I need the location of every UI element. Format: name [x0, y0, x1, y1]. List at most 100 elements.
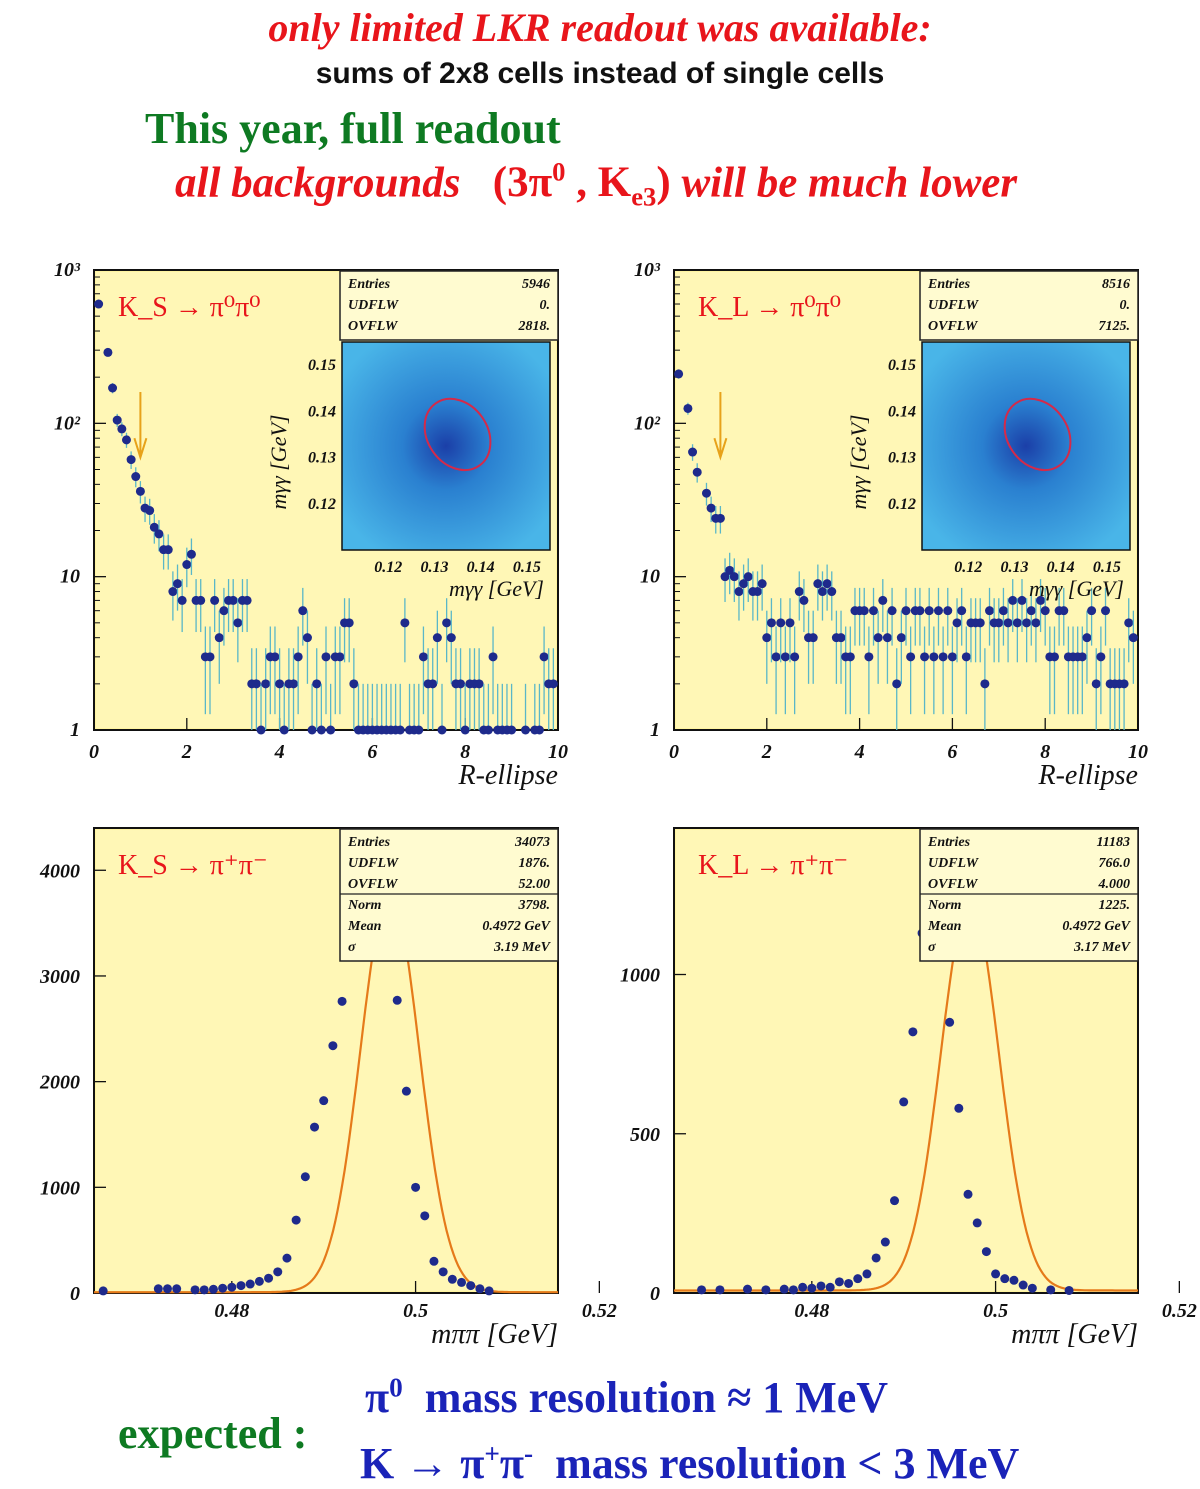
data-point	[293, 652, 303, 662]
data-point	[862, 1269, 872, 1279]
stats-name: Entries	[927, 835, 971, 850]
data-point	[845, 652, 855, 662]
y-tick-label: 10³	[634, 259, 661, 281]
stats-value: 34073	[514, 835, 550, 850]
inset-x-tick-label: 0.14	[467, 559, 495, 576]
data-point	[825, 1282, 835, 1292]
data-point	[991, 1269, 1001, 1279]
decay-label: K_L → π⁺π⁻	[698, 850, 848, 881]
data-point	[1003, 618, 1013, 628]
data-point	[337, 996, 347, 1006]
data-point	[882, 633, 892, 643]
data-point	[418, 652, 428, 662]
data-point	[1012, 618, 1022, 628]
data-point	[834, 1277, 844, 1287]
data-point	[521, 725, 531, 735]
inset-y-tick-label: 0.14	[888, 403, 916, 420]
stats-value: 0.4972 GeV	[1062, 919, 1131, 934]
x-tick-label: 0.48	[214, 1300, 249, 1322]
x-axis-label: R-ellipse	[457, 760, 558, 791]
stats-name: Norm	[927, 898, 962, 913]
header-much-lower: will be much lower	[681, 159, 1018, 207]
data-point	[994, 618, 1004, 628]
stats-name: UDFLW	[348, 298, 400, 313]
stats-box	[339, 270, 559, 341]
data-point	[771, 652, 781, 662]
data-point	[401, 1086, 411, 1096]
stats-value: 5946	[522, 277, 550, 292]
data-point	[168, 587, 178, 597]
data-point	[1036, 595, 1046, 605]
stats-value: 3798.	[518, 898, 551, 913]
data-point	[447, 1274, 457, 1284]
inset-y-tick-label: 0.15	[308, 357, 336, 374]
data-point	[1119, 679, 1129, 689]
data-point	[1077, 652, 1087, 662]
y-tick-label: 4000	[39, 860, 80, 882]
data-point	[411, 1182, 421, 1192]
data-point	[474, 679, 484, 689]
decay-label: K_S → π⁺π⁻	[118, 850, 268, 881]
data-point	[1000, 1274, 1010, 1284]
data-point	[429, 1256, 439, 1266]
y-tick-label: 1000	[40, 1177, 80, 1199]
x-tick-label: 8	[1040, 741, 1050, 763]
stats-name: Entries	[927, 277, 971, 292]
data-point	[954, 1103, 964, 1113]
data-point	[1082, 633, 1092, 643]
data-point	[683, 403, 693, 413]
data-point	[981, 1247, 991, 1257]
data-point	[163, 1284, 173, 1294]
data-point	[307, 725, 317, 735]
stats-value: 0.	[540, 298, 551, 313]
stats-name: OVFLW	[348, 319, 399, 334]
inset-heatmap	[921, 341, 1131, 551]
decay-label: K_L → π⁰π⁰	[698, 292, 841, 323]
data-point	[1087, 606, 1097, 616]
data-point	[947, 652, 957, 662]
data-point	[975, 618, 985, 628]
data-point	[205, 652, 215, 662]
data-point	[794, 587, 804, 597]
data-point	[420, 1211, 430, 1221]
cut-ellipse	[1003, 397, 1072, 472]
data-point	[108, 383, 118, 393]
data-point	[432, 633, 442, 643]
x-tick-label: 0	[89, 741, 99, 763]
data-point	[1008, 595, 1018, 605]
data-point	[780, 652, 790, 662]
stats-value: 4.000	[1098, 877, 1131, 892]
y-tick-label: 2000	[39, 1072, 80, 1094]
data-point	[173, 579, 183, 589]
data-point	[534, 725, 544, 735]
data-point	[466, 1281, 476, 1291]
data-point	[208, 1284, 218, 1294]
y-tick-label: 1000	[620, 965, 660, 987]
data-point	[186, 549, 196, 559]
y-tick-label: 1	[70, 719, 80, 741]
data-point	[190, 1285, 200, 1295]
stats-name: UDFLW	[928, 298, 980, 313]
data-point	[163, 545, 173, 555]
data-point	[1018, 1280, 1028, 1290]
data-point	[488, 652, 498, 662]
data-point	[715, 1285, 725, 1295]
x-tick-label: 0.52	[1162, 1300, 1197, 1322]
data-point	[734, 587, 744, 597]
data-point	[328, 1041, 338, 1051]
data-point	[117, 424, 127, 434]
data-point	[899, 1097, 909, 1107]
data-point	[1017, 595, 1027, 605]
data-point	[729, 572, 739, 582]
data-point	[753, 587, 763, 597]
data-point	[437, 725, 447, 735]
data-point	[871, 1253, 881, 1263]
y-tick-label: 0	[70, 1283, 80, 1305]
data-point	[808, 633, 818, 643]
data-point	[264, 1273, 274, 1283]
data-point	[853, 1274, 863, 1284]
data-point	[242, 595, 252, 605]
inset-x-tick-label: 0.15	[1093, 559, 1121, 576]
data-point	[813, 579, 823, 589]
